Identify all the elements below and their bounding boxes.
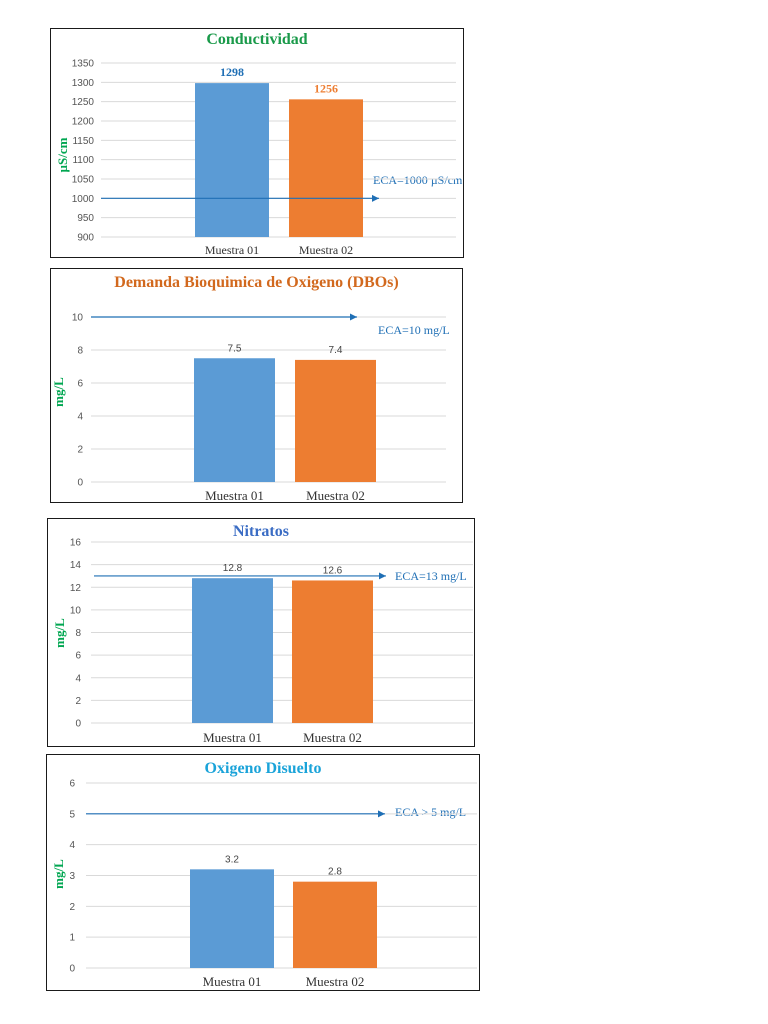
bar-2 bbox=[293, 881, 377, 968]
bar-1 bbox=[195, 83, 269, 238]
y-tick-label: 1 bbox=[69, 933, 75, 944]
bar-2 bbox=[295, 359, 376, 482]
y-tick-label: 900 bbox=[77, 233, 94, 244]
y-tick-label: 2 bbox=[69, 902, 75, 913]
data-label: 1256 bbox=[314, 81, 338, 95]
y-tick-label: 1000 bbox=[72, 194, 95, 205]
dbo-chart: Demanda Bioquimica de Oxigeno (DBOs) mg/… bbox=[50, 268, 463, 503]
y-tick-label: 5 bbox=[69, 809, 75, 820]
y-tick-label: 1250 bbox=[72, 97, 95, 108]
y-tick-label: 16 bbox=[70, 538, 82, 549]
y-tick-label: 1200 bbox=[72, 117, 95, 128]
y-tick-label: 0 bbox=[69, 964, 75, 975]
x-category-label: Muestra 02 bbox=[306, 488, 365, 503]
x-category-label: Muestra 01 bbox=[203, 974, 262, 989]
y-tick-label: 4 bbox=[77, 412, 83, 423]
y-tick-label: 950 bbox=[77, 213, 94, 224]
y-tick-label: 10 bbox=[70, 605, 82, 616]
y-tick-label: 8 bbox=[75, 628, 81, 639]
x-category-label: Muestra 01 bbox=[205, 243, 259, 257]
chart-title: Oxigeno Disuelto bbox=[204, 760, 322, 777]
x-category-label: Muestra 02 bbox=[306, 974, 365, 989]
chart-svg: 900 950 1000 1050 1100 1150 1200 1250 1300 1350 12… bbox=[72, 59, 456, 257]
y-tick-label: 4 bbox=[75, 673, 81, 684]
y-tick-label: 1300 bbox=[72, 78, 95, 89]
x-category-label: Muestra 02 bbox=[303, 730, 362, 745]
eca-label: ECA=10 mg/L bbox=[378, 323, 450, 337]
y-tick-label: 6 bbox=[75, 651, 81, 662]
data-label: 3.2 bbox=[225, 854, 239, 865]
x-category-label: Muestra 01 bbox=[203, 730, 262, 745]
y-tick-label: 0 bbox=[77, 478, 83, 489]
y-tick-label: 0 bbox=[75, 719, 81, 730]
data-label: 2.8 bbox=[328, 867, 342, 878]
x-category-label: Muestra 02 bbox=[299, 243, 353, 257]
bar-2 bbox=[292, 580, 373, 723]
chart-svg: 0 2 4 6 8 10 7.5 Muestra 01 7.4 Muestra 02 bbox=[72, 313, 446, 503]
bar-1 bbox=[192, 578, 273, 723]
chart-svg: 0 1 2 3 4 5 6 3.2 Muestra 01 2.8 Muestra 02 bbox=[69, 779, 477, 989]
chart-title: Demanda Bioquimica de Oxigeno (DBOs) bbox=[114, 274, 399, 291]
y-tick-label: 2 bbox=[75, 696, 81, 707]
chart-title: Nitratos bbox=[233, 523, 289, 540]
y-tick-label: 6 bbox=[69, 779, 75, 790]
y-tick-label: 1100 bbox=[72, 155, 94, 166]
chart-title: Conductividad bbox=[206, 31, 308, 48]
bar-1 bbox=[190, 869, 274, 968]
data-label: 12.6 bbox=[323, 565, 343, 576]
y-tick-label: 1050 bbox=[72, 175, 95, 186]
y-tick-label: 12 bbox=[70, 583, 82, 594]
bar-1 bbox=[194, 358, 275, 482]
data-label: 12.8 bbox=[223, 563, 243, 574]
y-tick-label: 14 bbox=[70, 560, 82, 571]
eca-label: ECA=1000 µS/cm bbox=[373, 173, 463, 187]
y-tick-label: 8 bbox=[77, 346, 83, 357]
y-tick-label: 4 bbox=[69, 840, 75, 851]
conductividad-chart: Conductividad µS/cm ECA=1000 µS/cm 900 95… bbox=[50, 28, 464, 258]
y-tick-label: 3 bbox=[69, 871, 75, 882]
nitratos-chart: Nitratos mg/L ECA=13 mg/L 0 2 4 6 8 10 12 14 16 1… bbox=[47, 518, 475, 747]
y-tick-label: 1350 bbox=[72, 59, 95, 70]
bar-2 bbox=[289, 99, 363, 237]
y-tick-label: 6 bbox=[77, 379, 83, 390]
y-tick-label: 1150 bbox=[72, 136, 94, 147]
data-label: 7.4 bbox=[329, 345, 343, 356]
y-tick-label: 2 bbox=[77, 445, 83, 456]
data-label: 1298 bbox=[220, 65, 244, 79]
y-tick-label: 10 bbox=[72, 313, 84, 324]
x-category-label: Muestra 01 bbox=[205, 488, 264, 503]
eca-label: ECA=13 mg/L bbox=[395, 569, 467, 583]
chart-svg: 0 2 4 6 8 10 12 14 16 12.8 Muestra 01 12.6 Muestra 0… bbox=[70, 538, 473, 745]
data-label: 7.5 bbox=[228, 343, 242, 354]
eca-label: ECA > 5 mg/L bbox=[395, 805, 467, 819]
